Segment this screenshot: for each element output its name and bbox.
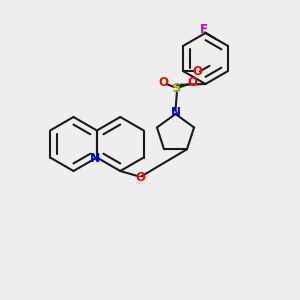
Text: N: N	[170, 106, 181, 119]
Text: N: N	[90, 152, 100, 166]
Text: S: S	[172, 82, 182, 95]
Text: F: F	[200, 23, 208, 36]
Text: O: O	[135, 171, 145, 184]
Text: O: O	[158, 76, 169, 89]
Text: O: O	[192, 65, 202, 78]
Text: O: O	[188, 76, 198, 89]
